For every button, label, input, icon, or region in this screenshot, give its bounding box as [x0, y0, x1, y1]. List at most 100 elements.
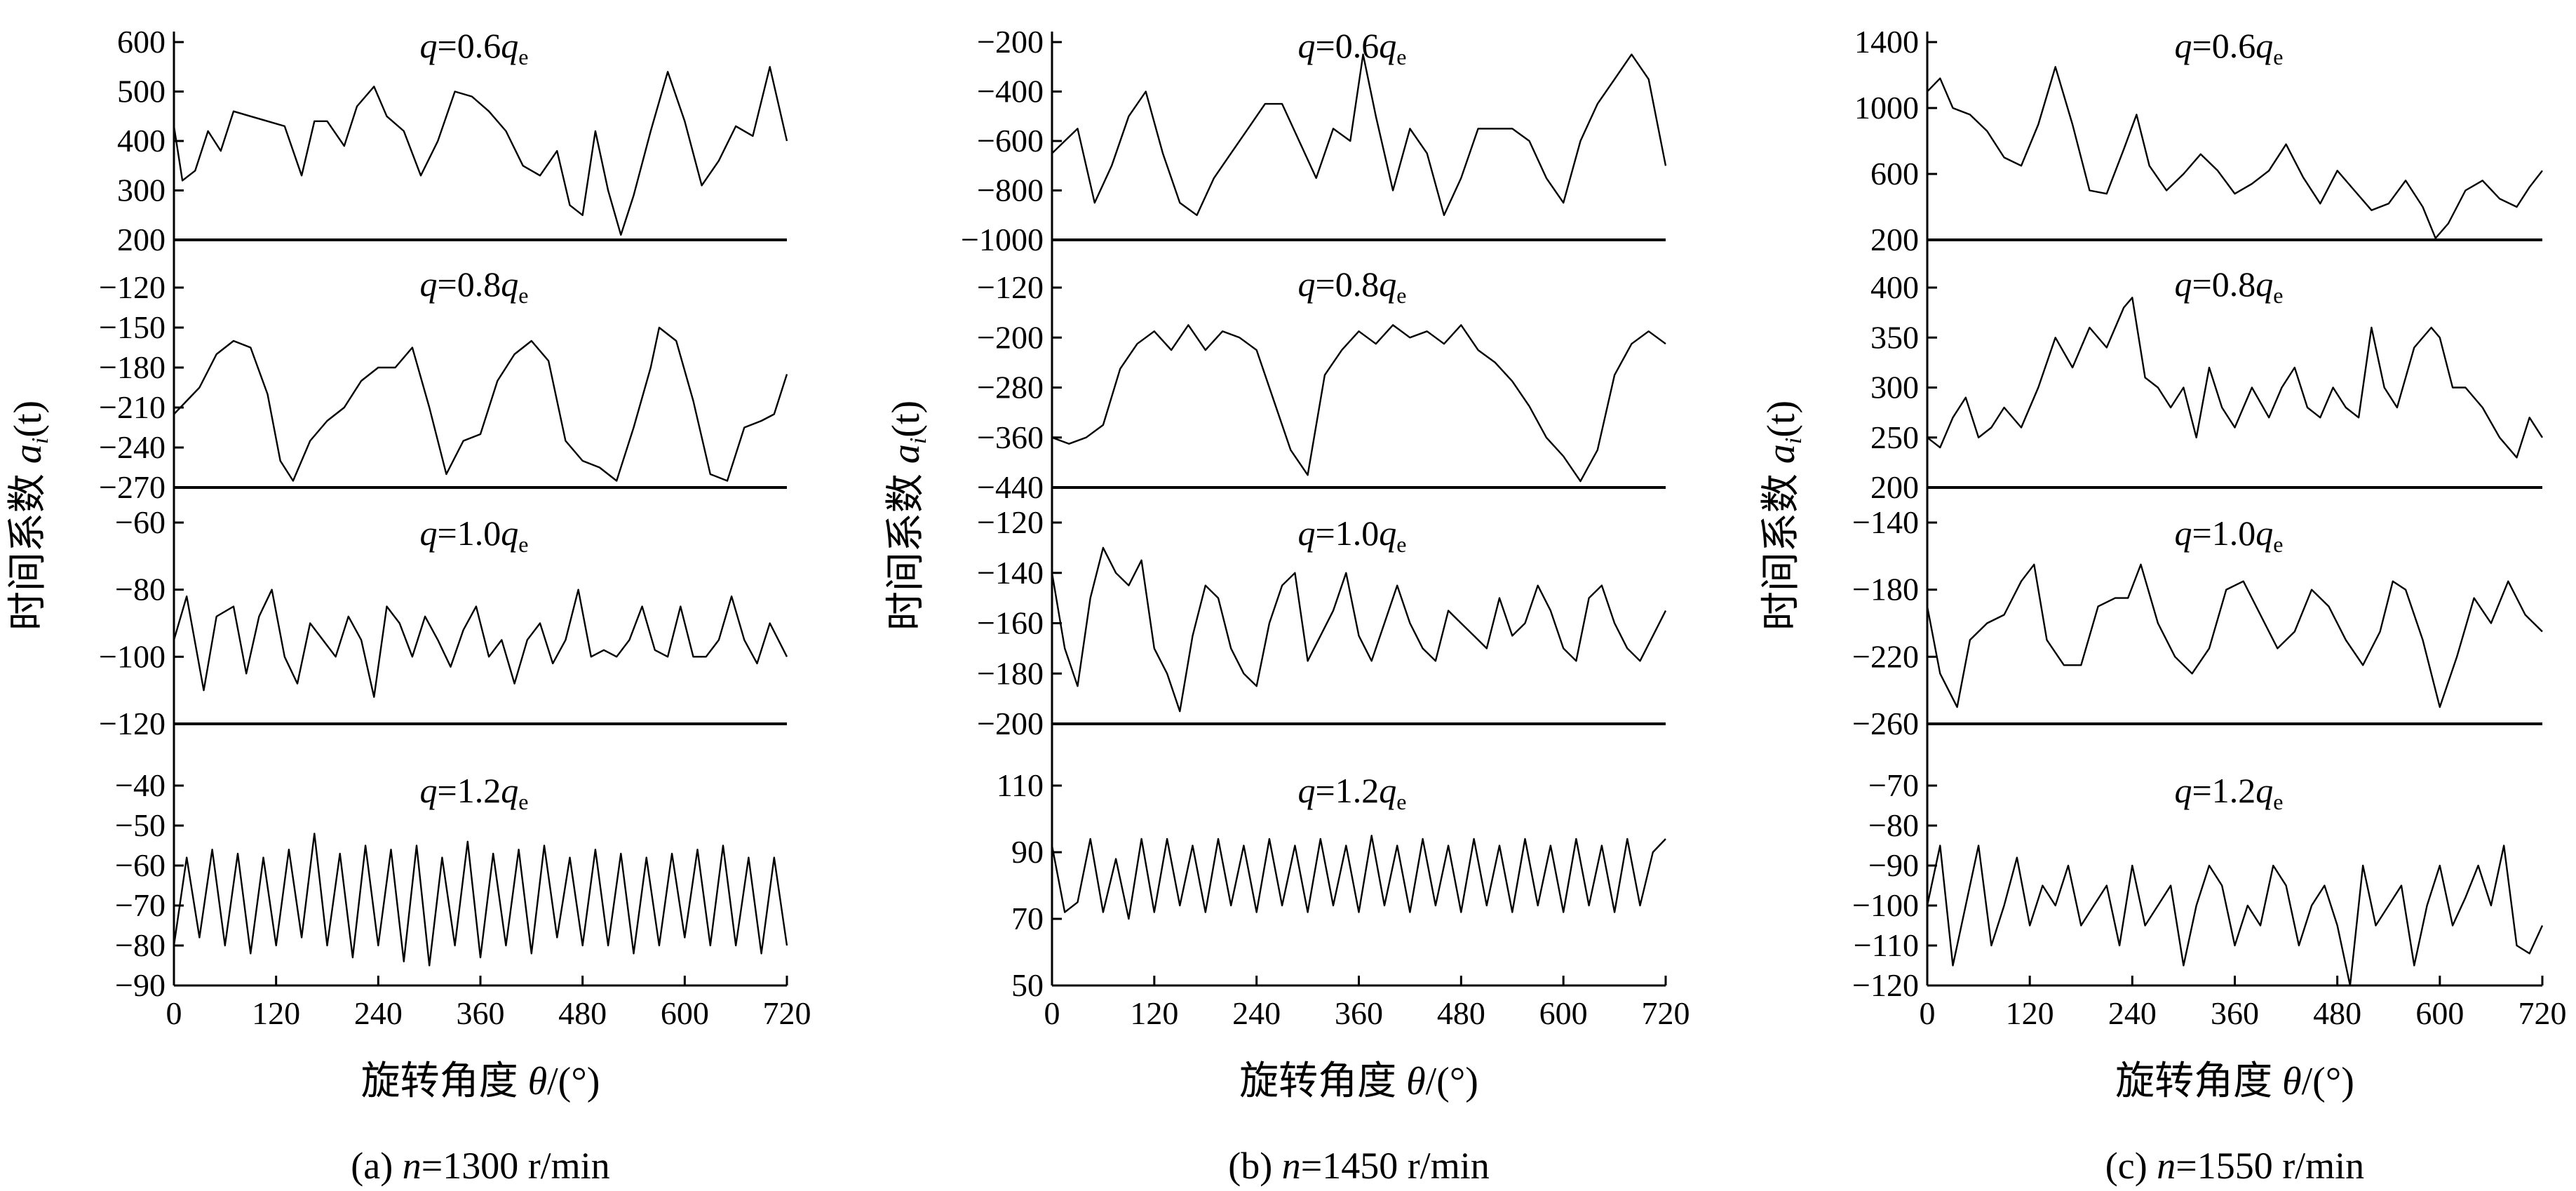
- y-tick-label: 600: [1870, 156, 1919, 191]
- subplot-3: −120 −140 −160 −180 −200 q=1.0qe: [977, 504, 1667, 741]
- x-axis-label: 旋转角度 θ/(°): [2115, 1060, 2354, 1103]
- x-tick-label: 720: [2518, 995, 2567, 1031]
- y-tick-label: −270: [99, 469, 166, 505]
- series-line: [1051, 546, 1667, 713]
- series-line: [1926, 563, 2543, 708]
- subplot-title: q=1.0qe: [2175, 513, 2284, 557]
- y-axis-label: 时间系数 ai(t): [884, 401, 931, 631]
- y-tick-label: −90: [115, 967, 166, 1003]
- x-axis-label: 旋转角度 θ/(°): [361, 1060, 600, 1103]
- y-tick-label: −210: [99, 389, 166, 425]
- y-tick-label: −60: [115, 847, 166, 883]
- y-tick-label: 200: [1870, 469, 1919, 505]
- y-tick-label: 400: [117, 123, 166, 159]
- subplot-2: −120 −200 −280 −360 −440 q=0.8qe: [977, 264, 1666, 505]
- subplot-title: q=1.0qe: [420, 513, 529, 557]
- subplot-2: 400 350 300 250 200 q=0.8qe: [1870, 264, 2544, 505]
- y-tick-label: −120: [977, 269, 1044, 305]
- y-tick-label: −800: [977, 173, 1044, 208]
- series-line: [173, 833, 788, 967]
- y-tick-label: 1000: [1854, 90, 1919, 126]
- series-line: [1926, 845, 2544, 987]
- y-tick-label: 110: [997, 767, 1044, 803]
- y-tick-label: −140: [1852, 504, 1919, 540]
- x-tick-label: 720: [763, 995, 811, 1031]
- y-tick-label: −220: [1852, 638, 1919, 674]
- x-tick-label: 360: [1335, 995, 1383, 1031]
- x-tick-label: 480: [1437, 995, 1485, 1031]
- y-tick-label: −120: [1852, 967, 1919, 1003]
- subplot-title: q=0.8qe: [2175, 264, 2284, 308]
- subplot-title: q=1.2qe: [1298, 771, 1407, 814]
- x-tick-label: 120: [2006, 995, 2054, 1031]
- series-line: [1927, 297, 2544, 459]
- y-tick-label: −120: [99, 706, 166, 741]
- subplot-title: q=0.6qe: [1298, 26, 1407, 69]
- y-tick-label: −100: [1852, 887, 1919, 923]
- panel-caption: (a) n=1300 r/min: [351, 1145, 609, 1187]
- subplot-title: q=1.0qe: [1298, 513, 1407, 557]
- y-tick-label: −100: [99, 638, 166, 674]
- panel-c: 1400 1000 600 200 q=0.6qe 400 350 300 250 200 q=0.…: [1760, 24, 2567, 1187]
- y-tick-label: −440: [977, 469, 1044, 505]
- y-axis-label: 时间系数 ai(t): [1760, 401, 1807, 631]
- y-axis-label: 时间系数 ai(t): [6, 401, 53, 631]
- y-tick-label: −50: [115, 807, 166, 843]
- y-tick-label: 600: [117, 24, 166, 60]
- y-tick-label: −80: [1868, 807, 1919, 843]
- y-tick-label: −150: [99, 309, 166, 345]
- subplot-2: −120 −150 −180 −210 −240 −270 q=0.8qe: [99, 264, 788, 505]
- x-tick-label: 120: [252, 995, 300, 1031]
- series-line: [1051, 835, 1666, 920]
- subplot-title: q=0.8qe: [1298, 264, 1407, 308]
- y-tick-label: −180: [977, 655, 1044, 691]
- subplot-4: −70 −80 −90 −100 −110 −120 q=1.2qe: [1852, 767, 2544, 1003]
- y-tick-label: 70: [1011, 901, 1044, 936]
- y-tick-label: 200: [117, 222, 166, 257]
- subplot-4: −40 −50 −60 −70 −80 −90 q=1.2qe: [115, 767, 788, 1003]
- series-line: [1051, 53, 1667, 216]
- subplot-1: 600 500 400 300 200 q=0.6qe: [117, 24, 788, 257]
- y-tick-label: −70: [1868, 767, 1919, 803]
- y-tick-label: −110: [1854, 927, 1919, 963]
- y-tick-label: −260: [1852, 706, 1919, 741]
- y-tick-label: −1000: [961, 222, 1044, 257]
- subplot-title: q=0.8qe: [420, 264, 529, 308]
- x-tick-label: 480: [2313, 995, 2361, 1031]
- x-tick-label: 360: [2211, 995, 2259, 1031]
- y-tick-label: 1400: [1854, 24, 1919, 60]
- y-tick-label: −90: [1868, 847, 1919, 883]
- series-line: [173, 66, 788, 236]
- x-tick-label: 240: [354, 995, 403, 1031]
- y-tick-label: 500: [117, 74, 166, 109]
- y-tick-label: −200: [977, 24, 1044, 60]
- y-tick-label: 350: [1870, 319, 1919, 355]
- panel-caption: (c) n=1550 r/min: [2105, 1145, 2364, 1187]
- series-line: [173, 588, 788, 698]
- y-tick-label: −240: [99, 429, 166, 465]
- x-tick-label: 0: [1920, 995, 1936, 1031]
- subplot-4: 110 90 70 50 q=1.2qe: [997, 767, 1666, 1003]
- panel-caption: (b) n=1450 r/min: [1228, 1145, 1489, 1187]
- series-line: [1927, 66, 2543, 239]
- y-tick-label: 250: [1870, 419, 1919, 455]
- y-tick-label: −140: [977, 555, 1044, 591]
- y-tick-label: −160: [977, 605, 1044, 641]
- subplot-1: −200 −400 −600 −800 −1000 q=0.6qe: [961, 24, 1667, 257]
- subplot-title: q=0.6qe: [2175, 26, 2284, 69]
- subplot-title: q=1.2qe: [420, 771, 529, 814]
- x-tick-label: 0: [1044, 995, 1060, 1031]
- x-tick-label: 0: [166, 995, 182, 1031]
- y-tick-label: 200: [1870, 222, 1919, 257]
- series-line: [173, 326, 788, 482]
- x-tick-label: 360: [457, 995, 505, 1031]
- y-tick-label: −120: [99, 269, 166, 305]
- x-tick-label: 240: [2108, 995, 2157, 1031]
- y-tick-label: −360: [977, 419, 1044, 455]
- y-tick-label: −280: [977, 370, 1044, 405]
- y-tick-label: −80: [115, 572, 166, 607]
- y-tick-label: −60: [115, 504, 166, 540]
- y-tick-label: 300: [1870, 370, 1919, 405]
- x-tick-label: 240: [1232, 995, 1281, 1031]
